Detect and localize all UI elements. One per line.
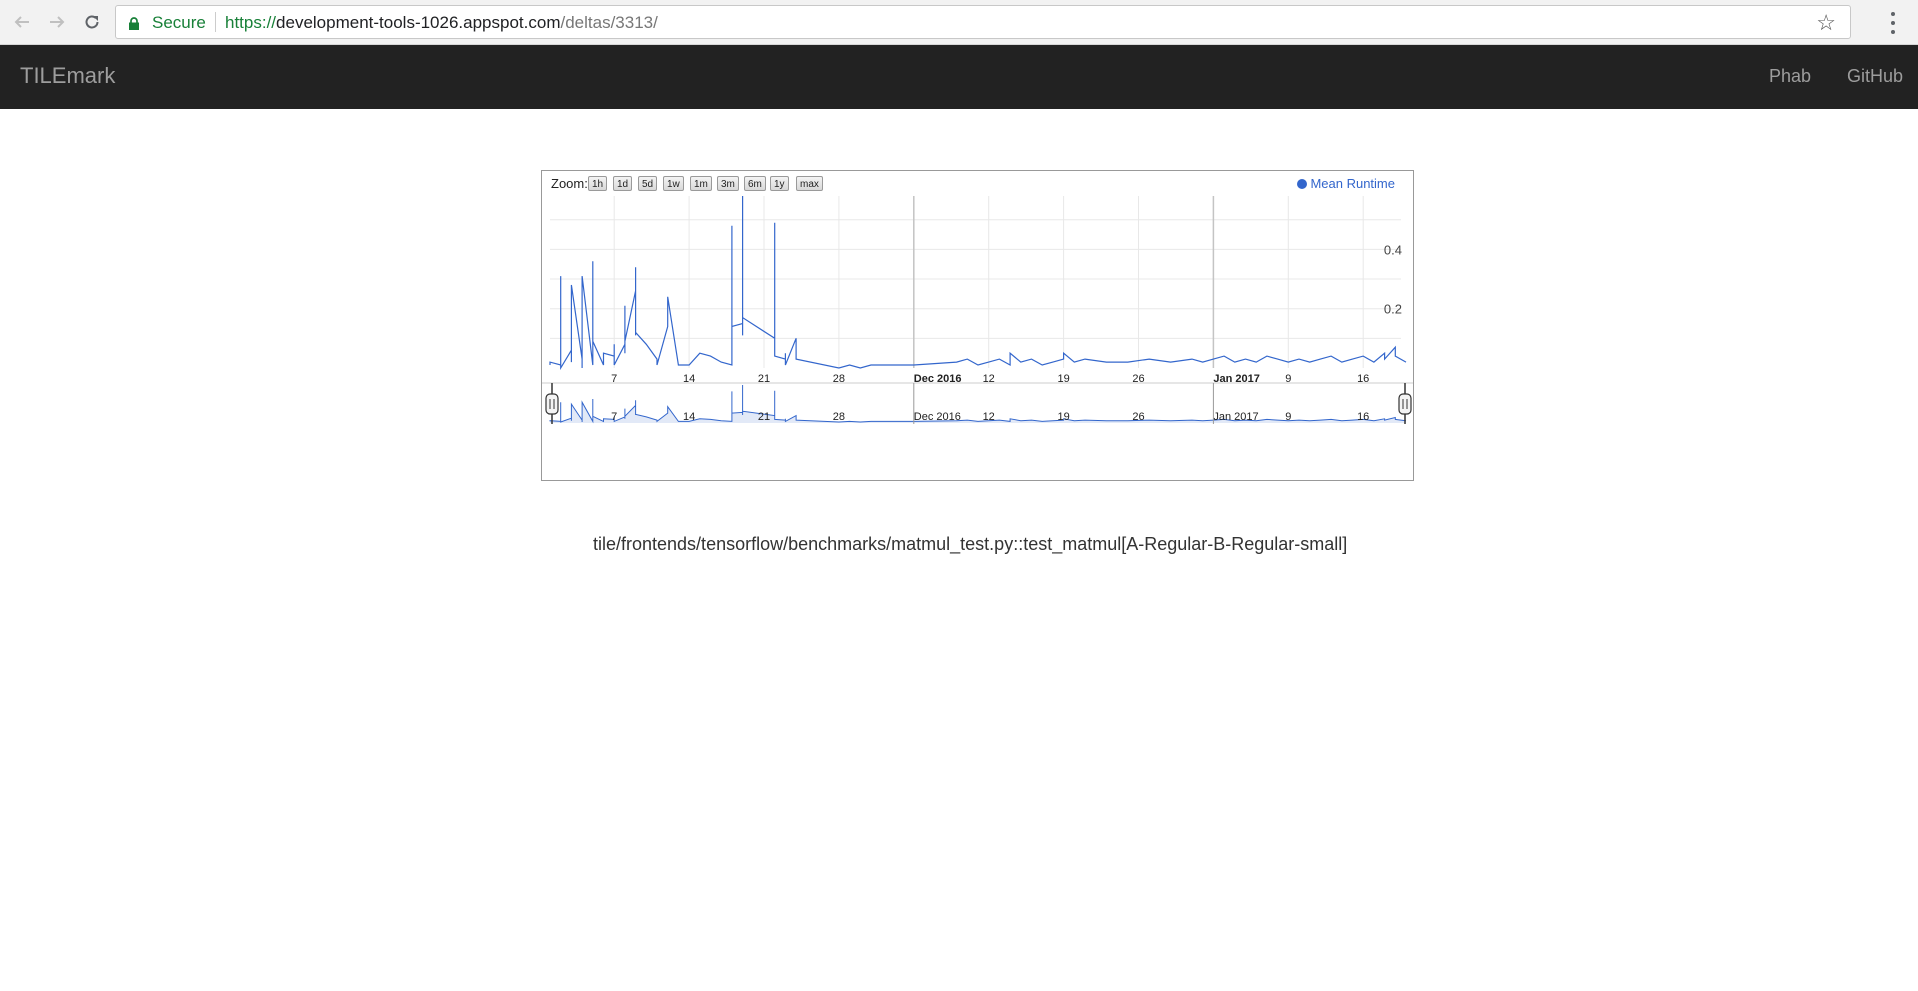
zoom-button-1h[interactable]: 1h bbox=[588, 176, 608, 191]
navigator-right-handle[interactable] bbox=[1398, 393, 1412, 415]
menu-dot bbox=[1891, 21, 1895, 25]
zoom-label: Zoom: bbox=[551, 176, 588, 191]
navigator-tick-label: 9 bbox=[1285, 411, 1291, 423]
lock-icon bbox=[129, 17, 139, 30]
forward-arrow-icon[interactable] bbox=[47, 12, 67, 32]
zoom-button-1d[interactable]: 1d bbox=[613, 176, 633, 191]
secure-label: Secure bbox=[152, 13, 206, 32]
x-tick-label: 26 bbox=[1132, 373, 1144, 385]
x-tick-label: 19 bbox=[1057, 373, 1069, 385]
browser-toolbar: Secure https://development-tools-1026.ap… bbox=[0, 0, 1918, 45]
series-line-mean-runtime bbox=[549, 196, 1407, 371]
x-tick-label: 14 bbox=[683, 373, 695, 385]
nav-link-phab[interactable]: Phab bbox=[1769, 66, 1812, 86]
back-arrow-icon-glyph bbox=[14, 16, 29, 28]
reload-icon-glyph bbox=[85, 15, 99, 29]
navigator-tick-label: 26 bbox=[1132, 411, 1144, 423]
forward-arrow-icon-glyph bbox=[50, 16, 65, 28]
x-tick-label: 21 bbox=[758, 373, 770, 385]
navigator-tick-label: 28 bbox=[833, 411, 845, 423]
zoom-button-max[interactable]: max bbox=[796, 176, 823, 191]
reload-icon[interactable] bbox=[82, 12, 102, 32]
navigator-tick-label: 16 bbox=[1357, 411, 1369, 423]
zoom-button-1y[interactable]: 1y bbox=[770, 176, 789, 191]
navigator-tick-label: Jan 2017 bbox=[1213, 411, 1258, 423]
x-tick-label: 28 bbox=[833, 373, 845, 385]
zoom-button-1w[interactable]: 1w bbox=[663, 176, 684, 191]
legend[interactable]: Mean Runtime bbox=[1297, 176, 1395, 191]
url-host: development-tools-1026.appspot.com bbox=[276, 13, 561, 32]
navigator-area bbox=[550, 385, 1406, 423]
nav-link-github[interactable]: GitHub bbox=[1847, 66, 1904, 86]
zoom-button-5d[interactable]: 5d bbox=[638, 176, 658, 191]
navigator-tick-label: Dec 2016 bbox=[914, 411, 961, 423]
zoom-button-6m[interactable]: 6m bbox=[744, 176, 766, 191]
x-tick-label: 12 bbox=[983, 373, 995, 385]
bookmark-star-icon[interactable]: ☆ bbox=[1816, 10, 1836, 35]
url-scheme: https:// bbox=[225, 13, 277, 32]
app-navbar: TILEmark Phab GitHub bbox=[0, 45, 1918, 109]
x-tick-label: Dec 2016 bbox=[914, 373, 962, 385]
x-tick-label: Jan 2017 bbox=[1213, 373, 1259, 385]
address-separator bbox=[215, 12, 216, 32]
y-tick-label: 0.2 bbox=[1384, 302, 1402, 317]
navigator-tick-label: 14 bbox=[683, 411, 695, 423]
x-tick-label: 16 bbox=[1357, 373, 1369, 385]
url-path: /deltas/3313/ bbox=[560, 13, 658, 32]
runtime-chart: 0.2 0.4 7 14 21 28 Dec 2016 12 19 26 Jan 2017 9 16 7 1… bbox=[541, 170, 1414, 481]
address-bar[interactable]: Secure https://development-tools-1026.ap… bbox=[115, 5, 1851, 39]
menu-dot bbox=[1891, 12, 1895, 16]
navigator-left-handle[interactable] bbox=[545, 393, 559, 415]
zoom-button-3m[interactable]: 3m bbox=[717, 176, 739, 191]
navigator-series-line bbox=[549, 385, 1407, 424]
legend-label: Mean Runtime bbox=[1310, 176, 1395, 191]
brand-link[interactable]: TILEmark bbox=[20, 63, 116, 88]
navigator-tick-label: 21 bbox=[758, 411, 770, 423]
navigator-tick-label: 19 bbox=[1057, 411, 1069, 423]
zoom-button-1m[interactable]: 1m bbox=[690, 176, 712, 191]
url-text[interactable]: https://development-tools-1026.appspot.c… bbox=[225, 13, 658, 33]
navigator-tick-label: 12 bbox=[983, 411, 995, 423]
menu-dot bbox=[1891, 30, 1895, 34]
navigator-tick-label: 7 bbox=[611, 411, 617, 423]
browser-menu-icon[interactable] bbox=[1889, 12, 1897, 34]
y-tick-label: 0.4 bbox=[1384, 242, 1402, 257]
back-arrow-icon[interactable] bbox=[12, 12, 32, 32]
x-tick-label: 9 bbox=[1285, 373, 1291, 385]
legend-dot bbox=[1297, 178, 1308, 189]
test-name: tile/frontends/tensorflow/benchmarks/mat… bbox=[593, 534, 1348, 554]
chart-canvas[interactable]: 0.2 0.4 7 14 21 28 Dec 2016 12 19 26 Jan 2017 9 16 7 1… bbox=[542, 171, 1413, 480]
x-tick-label: 7 bbox=[611, 373, 617, 385]
